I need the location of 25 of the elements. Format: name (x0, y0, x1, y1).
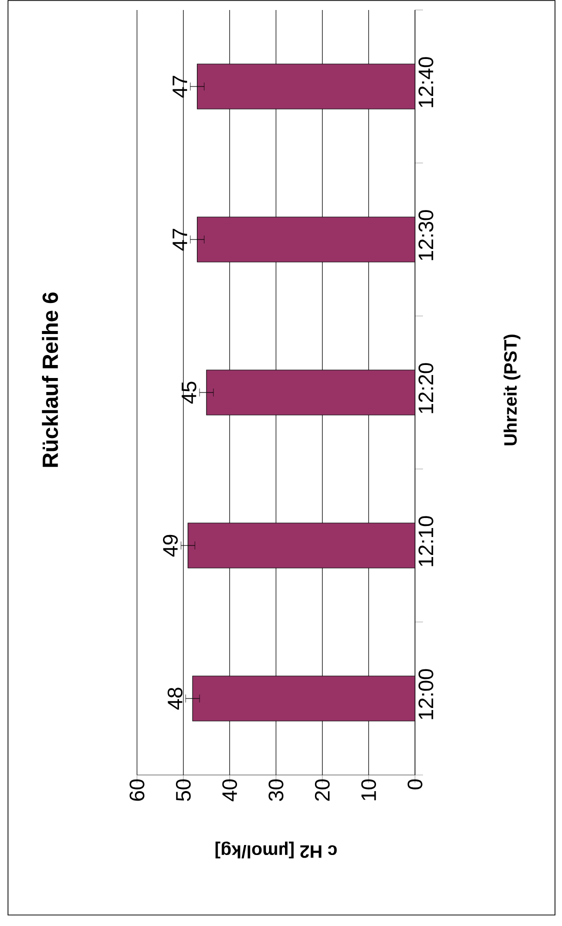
y-tick-label: 12:40 (418, 57, 434, 108)
data-label: 48 (168, 688, 182, 710)
data-label: 47 (172, 76, 188, 98)
x-tick-label: 40 (222, 779, 238, 802)
x-axis-title: c H2 [µmol/kg] (216, 842, 337, 858)
x-tick-label: 20 (314, 779, 330, 801)
y-tick-label: 12:20 (418, 363, 434, 414)
x-tick-label: 0 (408, 779, 422, 790)
x-tick-label: 50 (176, 779, 191, 801)
x-tick-label: 60 (130, 779, 144, 801)
y-tick-label: 12:00 (418, 669, 434, 720)
bar (196, 216, 415, 262)
data-label: 49 (163, 534, 178, 557)
y-axis-title: Uhrzeit (PST) (504, 334, 520, 446)
bar (196, 64, 415, 110)
text: Rücklauf Reihe 6 (42, 292, 58, 467)
x-tick-label: 10 (361, 779, 376, 800)
data-label: 45 (182, 382, 196, 404)
bar (188, 522, 415, 568)
bar (206, 370, 415, 416)
y-tick-label: 12:30 (418, 210, 434, 260)
y-tick-label: 12:10 (418, 516, 434, 566)
data-label: 47 (172, 228, 188, 251)
x-tick-label: 30 (268, 779, 284, 801)
bar (192, 676, 415, 722)
